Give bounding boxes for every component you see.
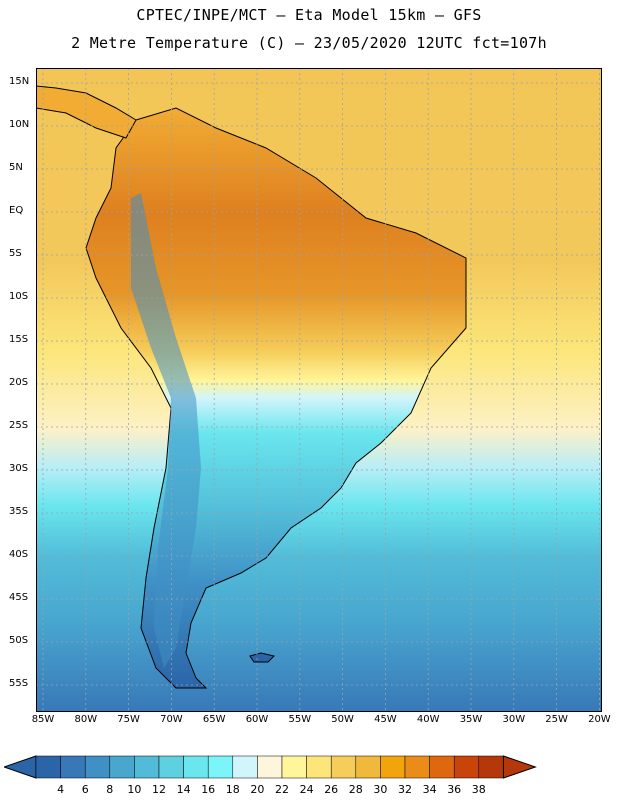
longitude-label: 40W [416, 714, 440, 725]
colorbar-swatch [84, 755, 111, 779]
map-border [36, 68, 602, 712]
colorbar-swatch [355, 755, 381, 779]
temperature-map [36, 68, 602, 712]
colorbar-swatch [158, 755, 184, 779]
latitude-label: 50S [9, 635, 29, 646]
colorbar-label: 32 [398, 783, 412, 796]
colorbar-label: 26 [324, 783, 339, 796]
colorbar-label: 16 [201, 783, 216, 796]
longitude-label: 60W [245, 714, 269, 725]
colorbar-swatch [134, 755, 160, 779]
colorbar-label: 14 [176, 783, 191, 796]
longitude-label: 35W [459, 714, 483, 725]
longitude-label: 20W [588, 714, 611, 725]
colorbar-swatch [380, 755, 406, 779]
latitude-label: 20S [9, 377, 29, 388]
colorbar-label: 24 [299, 783, 314, 796]
latitude-label: 15N [9, 76, 30, 87]
colorbar-swatch [109, 755, 135, 779]
latitude-label: EQ [9, 205, 24, 216]
colorbar-label: 10 [127, 783, 142, 796]
colorbar-label: 18 [225, 783, 240, 796]
longitude-label: 65W [202, 714, 226, 725]
colorbar-swatch [183, 755, 209, 779]
colorbar-label: 22 [275, 783, 289, 796]
longitude-label: 80W [74, 714, 98, 725]
latitude-label: 15S [9, 334, 29, 345]
colorbar-label: 8 [106, 783, 114, 796]
longitude-label: 25W [545, 714, 568, 725]
latitude-label: 5N [9, 162, 23, 173]
longitude-label: 75W [117, 714, 140, 725]
latitude-label: 45S [9, 592, 29, 603]
colorbar-label: 30 [373, 783, 388, 796]
colorbar-swatch [429, 755, 455, 779]
colorbar-label: 36 [447, 783, 462, 796]
latitude-label: 10S [9, 291, 29, 302]
colorbar-swatch [232, 755, 258, 779]
latitude-label: 40S [9, 549, 29, 560]
colorbar-swatch [453, 755, 480, 779]
map-title: CPTEC/INPE/MCT – Eta Model 15km – GFS [136, 6, 482, 24]
colorbar-label: 12 [152, 783, 166, 796]
colorbar-label: 20 [250, 783, 265, 796]
graticule [36, 68, 602, 712]
colorbar-label: 4 [57, 783, 65, 796]
longitude-label: 45W [374, 714, 397, 725]
falkland-islands [249, 652, 275, 663]
colorbar-right-arrow [502, 755, 537, 779]
longitude-label: 50W [331, 714, 354, 725]
andes-cold-band [131, 193, 201, 668]
colorbar-swatch [404, 755, 430, 779]
colorbar-swatch [257, 755, 283, 779]
colorbar-label: 34 [422, 783, 437, 796]
map-subtitle: 2 Metre Temperature (C) – 23/05/2020 12U… [71, 34, 547, 52]
colorbar-swatch [207, 755, 234, 779]
colorbar-swatch [35, 755, 61, 779]
longitude-label: 55W [288, 714, 312, 725]
colorbar-swatch [306, 755, 332, 779]
latitude-label: 30S [9, 463, 29, 474]
colorbar-swatch [478, 755, 504, 779]
longitude-label: 30W [502, 714, 526, 725]
colorbar-label: 28 [348, 783, 363, 796]
colorbar-left-arrow [4, 755, 37, 779]
central-america-land [36, 85, 137, 139]
longitude-label: 70W [160, 714, 183, 725]
latitude-label: 35S [9, 506, 29, 517]
colorbar-swatch [330, 755, 357, 779]
colorbar-label: 6 [81, 783, 89, 796]
latitude-label: 55S [9, 678, 29, 689]
latitude-label: 10N [9, 119, 30, 130]
colorbar-swatch [281, 755, 307, 779]
temperature-colorbar [4, 755, 537, 779]
longitude-label: 85W [31, 714, 55, 725]
colorbar-swatch [60, 755, 86, 779]
latitude-label: 5S [9, 248, 22, 259]
latitude-label: 25S [9, 420, 29, 431]
colorbar-label: 38 [471, 783, 486, 796]
